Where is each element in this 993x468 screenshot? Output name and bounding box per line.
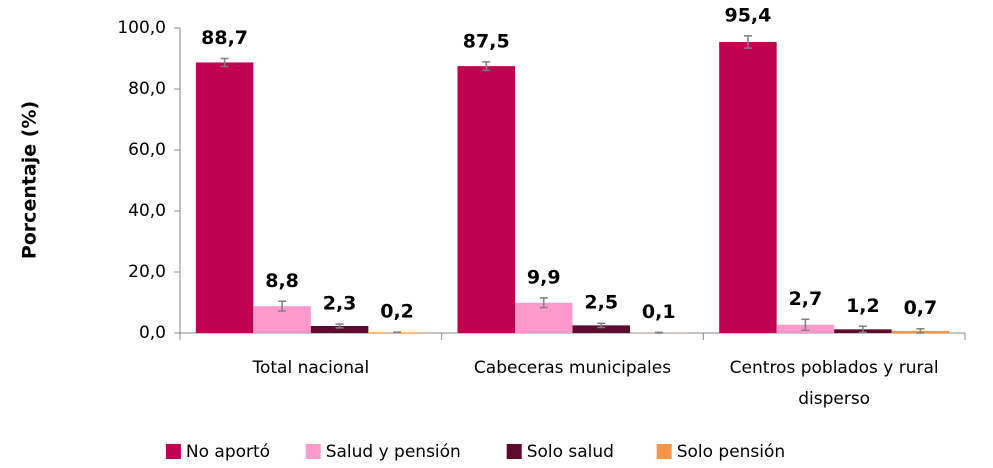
legend-swatch bbox=[506, 444, 522, 459]
y-axis-label: Porcentaje (%) bbox=[19, 101, 41, 259]
error-bar bbox=[393, 331, 402, 334]
legend-label: Salud y pensión bbox=[326, 442, 461, 462]
value-label: 2,7 bbox=[789, 288, 823, 310]
legend-swatch bbox=[165, 444, 181, 459]
error-bar bbox=[335, 323, 344, 329]
legend-swatch bbox=[656, 444, 672, 459]
value-label: 1,2 bbox=[846, 295, 880, 317]
error-bar bbox=[597, 322, 606, 329]
y-tick-label: 20,0 bbox=[128, 262, 166, 282]
error-bar bbox=[482, 61, 491, 72]
error-bar bbox=[278, 300, 287, 312]
value-label: 0,7 bbox=[904, 297, 938, 319]
value-label: 0,1 bbox=[642, 301, 676, 323]
error-bar bbox=[539, 297, 548, 309]
error-bar bbox=[743, 35, 752, 49]
error-bar bbox=[858, 325, 867, 334]
x-tick-label: Total nacional bbox=[251, 358, 369, 378]
y-tick-label: 40,0 bbox=[128, 201, 166, 221]
value-label: 9,9 bbox=[527, 266, 561, 288]
y-tick-label: 100,0 bbox=[117, 18, 166, 38]
value-label: 2,3 bbox=[323, 293, 357, 315]
bar bbox=[195, 62, 254, 334]
value-label: 0,2 bbox=[380, 301, 414, 323]
x-tick-line: disperso bbox=[798, 389, 870, 409]
bar bbox=[719, 42, 777, 333]
value-label: 8,8 bbox=[265, 270, 299, 292]
error-bar bbox=[654, 331, 663, 334]
x-tick-label: Cabeceras municipales bbox=[474, 358, 671, 378]
y-tick-label: 0,0 bbox=[139, 323, 166, 343]
value-label: 2,5 bbox=[584, 292, 618, 314]
value-label: 95,4 bbox=[724, 4, 771, 26]
error-bar bbox=[916, 327, 925, 334]
x-tick-line: Centros poblados y rural bbox=[730, 358, 939, 378]
bar bbox=[457, 66, 515, 333]
error-bar bbox=[801, 318, 810, 332]
y-tick-label: 80,0 bbox=[128, 79, 166, 99]
legend-label: Solo pensión bbox=[677, 442, 786, 462]
legend-label: Solo salud bbox=[527, 442, 614, 462]
bar bbox=[310, 325, 369, 333]
value-label: 87,5 bbox=[463, 30, 510, 52]
error-bar bbox=[220, 57, 229, 68]
x-tick-label: Centros poblados y rural disperso bbox=[730, 358, 939, 409]
legend-swatch bbox=[305, 444, 321, 459]
value-label: 88,7 bbox=[201, 27, 248, 49]
bar bbox=[572, 325, 630, 333]
legend-label: No aportó bbox=[186, 442, 270, 462]
y-tick-label: 60,0 bbox=[128, 140, 166, 160]
